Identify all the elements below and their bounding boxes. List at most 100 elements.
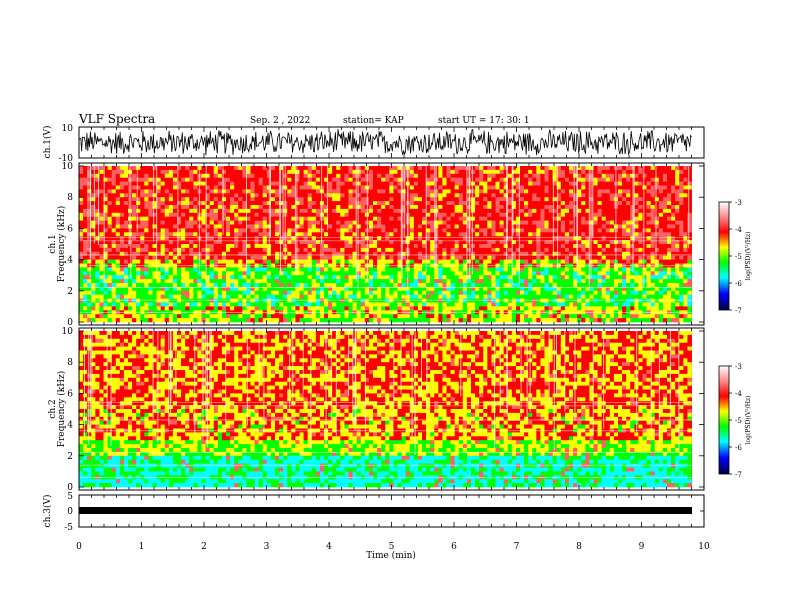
spec-cell <box>136 181 141 186</box>
spec-cell <box>581 224 586 229</box>
spec-cell <box>446 279 451 284</box>
spec-cell <box>287 255 292 260</box>
spec-cell <box>128 259 133 264</box>
spec-cell <box>336 212 341 217</box>
spec-cell <box>507 255 513 260</box>
spec-cell <box>430 279 435 284</box>
spec-cell <box>238 181 243 186</box>
spec-cell <box>324 208 329 214</box>
spec-cell <box>585 240 590 245</box>
spec-cell <box>87 189 92 194</box>
spec-cell <box>422 283 427 288</box>
spec-cell <box>262 177 268 182</box>
spec-cell <box>328 228 333 233</box>
spec-cell <box>234 251 239 256</box>
spec-cell <box>315 267 321 272</box>
spec-cell <box>385 290 390 295</box>
spec-cell <box>560 255 566 260</box>
spec-cell <box>438 228 443 233</box>
spec-cell <box>540 298 545 303</box>
spec-cell <box>360 173 366 178</box>
spec-cell <box>193 173 198 178</box>
spec-cell <box>540 267 545 272</box>
spec-cell <box>442 286 447 292</box>
spec-cell <box>164 193 170 198</box>
spec-cell <box>336 286 341 292</box>
spec-cell <box>471 185 476 190</box>
spec-cell <box>87 212 92 217</box>
spec-cell <box>409 232 415 237</box>
spec-cell <box>160 240 166 245</box>
spec-cell <box>503 166 509 171</box>
spec-cell <box>234 240 239 245</box>
spec-cell <box>332 306 337 311</box>
spec-cell <box>524 286 529 292</box>
spec-cell <box>401 283 406 288</box>
spec-cell <box>205 212 210 217</box>
spec-cell <box>495 181 500 186</box>
spec-cell <box>511 318 517 323</box>
spec-cell <box>483 247 488 253</box>
spec-cell <box>295 271 300 276</box>
spec-cell <box>581 251 586 256</box>
spec-cell <box>503 177 509 182</box>
spec-cell <box>491 205 496 210</box>
spec-cell <box>258 314 264 319</box>
spec-cell <box>217 267 223 272</box>
spec-cell <box>569 271 574 276</box>
spec-cell <box>128 197 133 202</box>
spec-cell <box>148 177 153 182</box>
spec-cell <box>475 279 480 284</box>
spec-cell <box>177 220 182 225</box>
spec-cell <box>246 294 251 299</box>
spec-cell <box>160 201 166 206</box>
spec-cell <box>152 283 157 288</box>
spec-cell <box>140 267 145 272</box>
spec-cell <box>91 314 96 319</box>
spec-cell <box>250 173 255 178</box>
spec-cell <box>128 166 133 171</box>
spec-cell <box>205 255 210 260</box>
spec-cell <box>581 232 586 237</box>
spec-cell <box>581 255 586 260</box>
spec-cell <box>144 193 149 198</box>
spec-cell <box>91 290 96 295</box>
spec-cell <box>230 271 235 276</box>
spec-cell <box>422 302 427 307</box>
spec-cell <box>209 283 215 288</box>
spec-cell <box>471 290 476 295</box>
spec-cell <box>540 189 545 194</box>
spec-cell <box>552 169 558 175</box>
spec-cell <box>556 255 562 260</box>
spec-cell <box>115 251 121 256</box>
spec-cell <box>177 232 182 237</box>
spec-cell <box>446 193 451 198</box>
spec-cell <box>193 181 198 186</box>
spec-cell <box>552 205 558 210</box>
spec-cell <box>119 220 125 225</box>
spec-cell <box>230 185 235 190</box>
spec-cell <box>230 197 235 202</box>
spec-cell <box>168 173 174 178</box>
spec-cell <box>515 166 521 171</box>
spec-cell <box>132 236 137 241</box>
spec-cell <box>564 240 570 245</box>
spec-cell <box>140 290 145 295</box>
spec-cell <box>491 208 496 214</box>
spec-cell <box>123 251 129 256</box>
spec-cell <box>487 290 492 295</box>
spec-cell <box>181 232 186 237</box>
spec-cell <box>581 283 586 288</box>
spec-cell <box>115 224 121 229</box>
spec-cell <box>381 197 386 202</box>
spec-cell <box>336 228 341 233</box>
spec-cell <box>275 205 280 210</box>
spec-cell <box>377 208 382 214</box>
spec-cell <box>499 232 504 237</box>
spec-cell <box>426 220 431 225</box>
spec-cell <box>168 228 174 233</box>
spec-cell <box>270 228 276 233</box>
spec-cell <box>458 318 464 323</box>
spec-cell <box>226 228 231 233</box>
spec-cell <box>83 189 88 194</box>
